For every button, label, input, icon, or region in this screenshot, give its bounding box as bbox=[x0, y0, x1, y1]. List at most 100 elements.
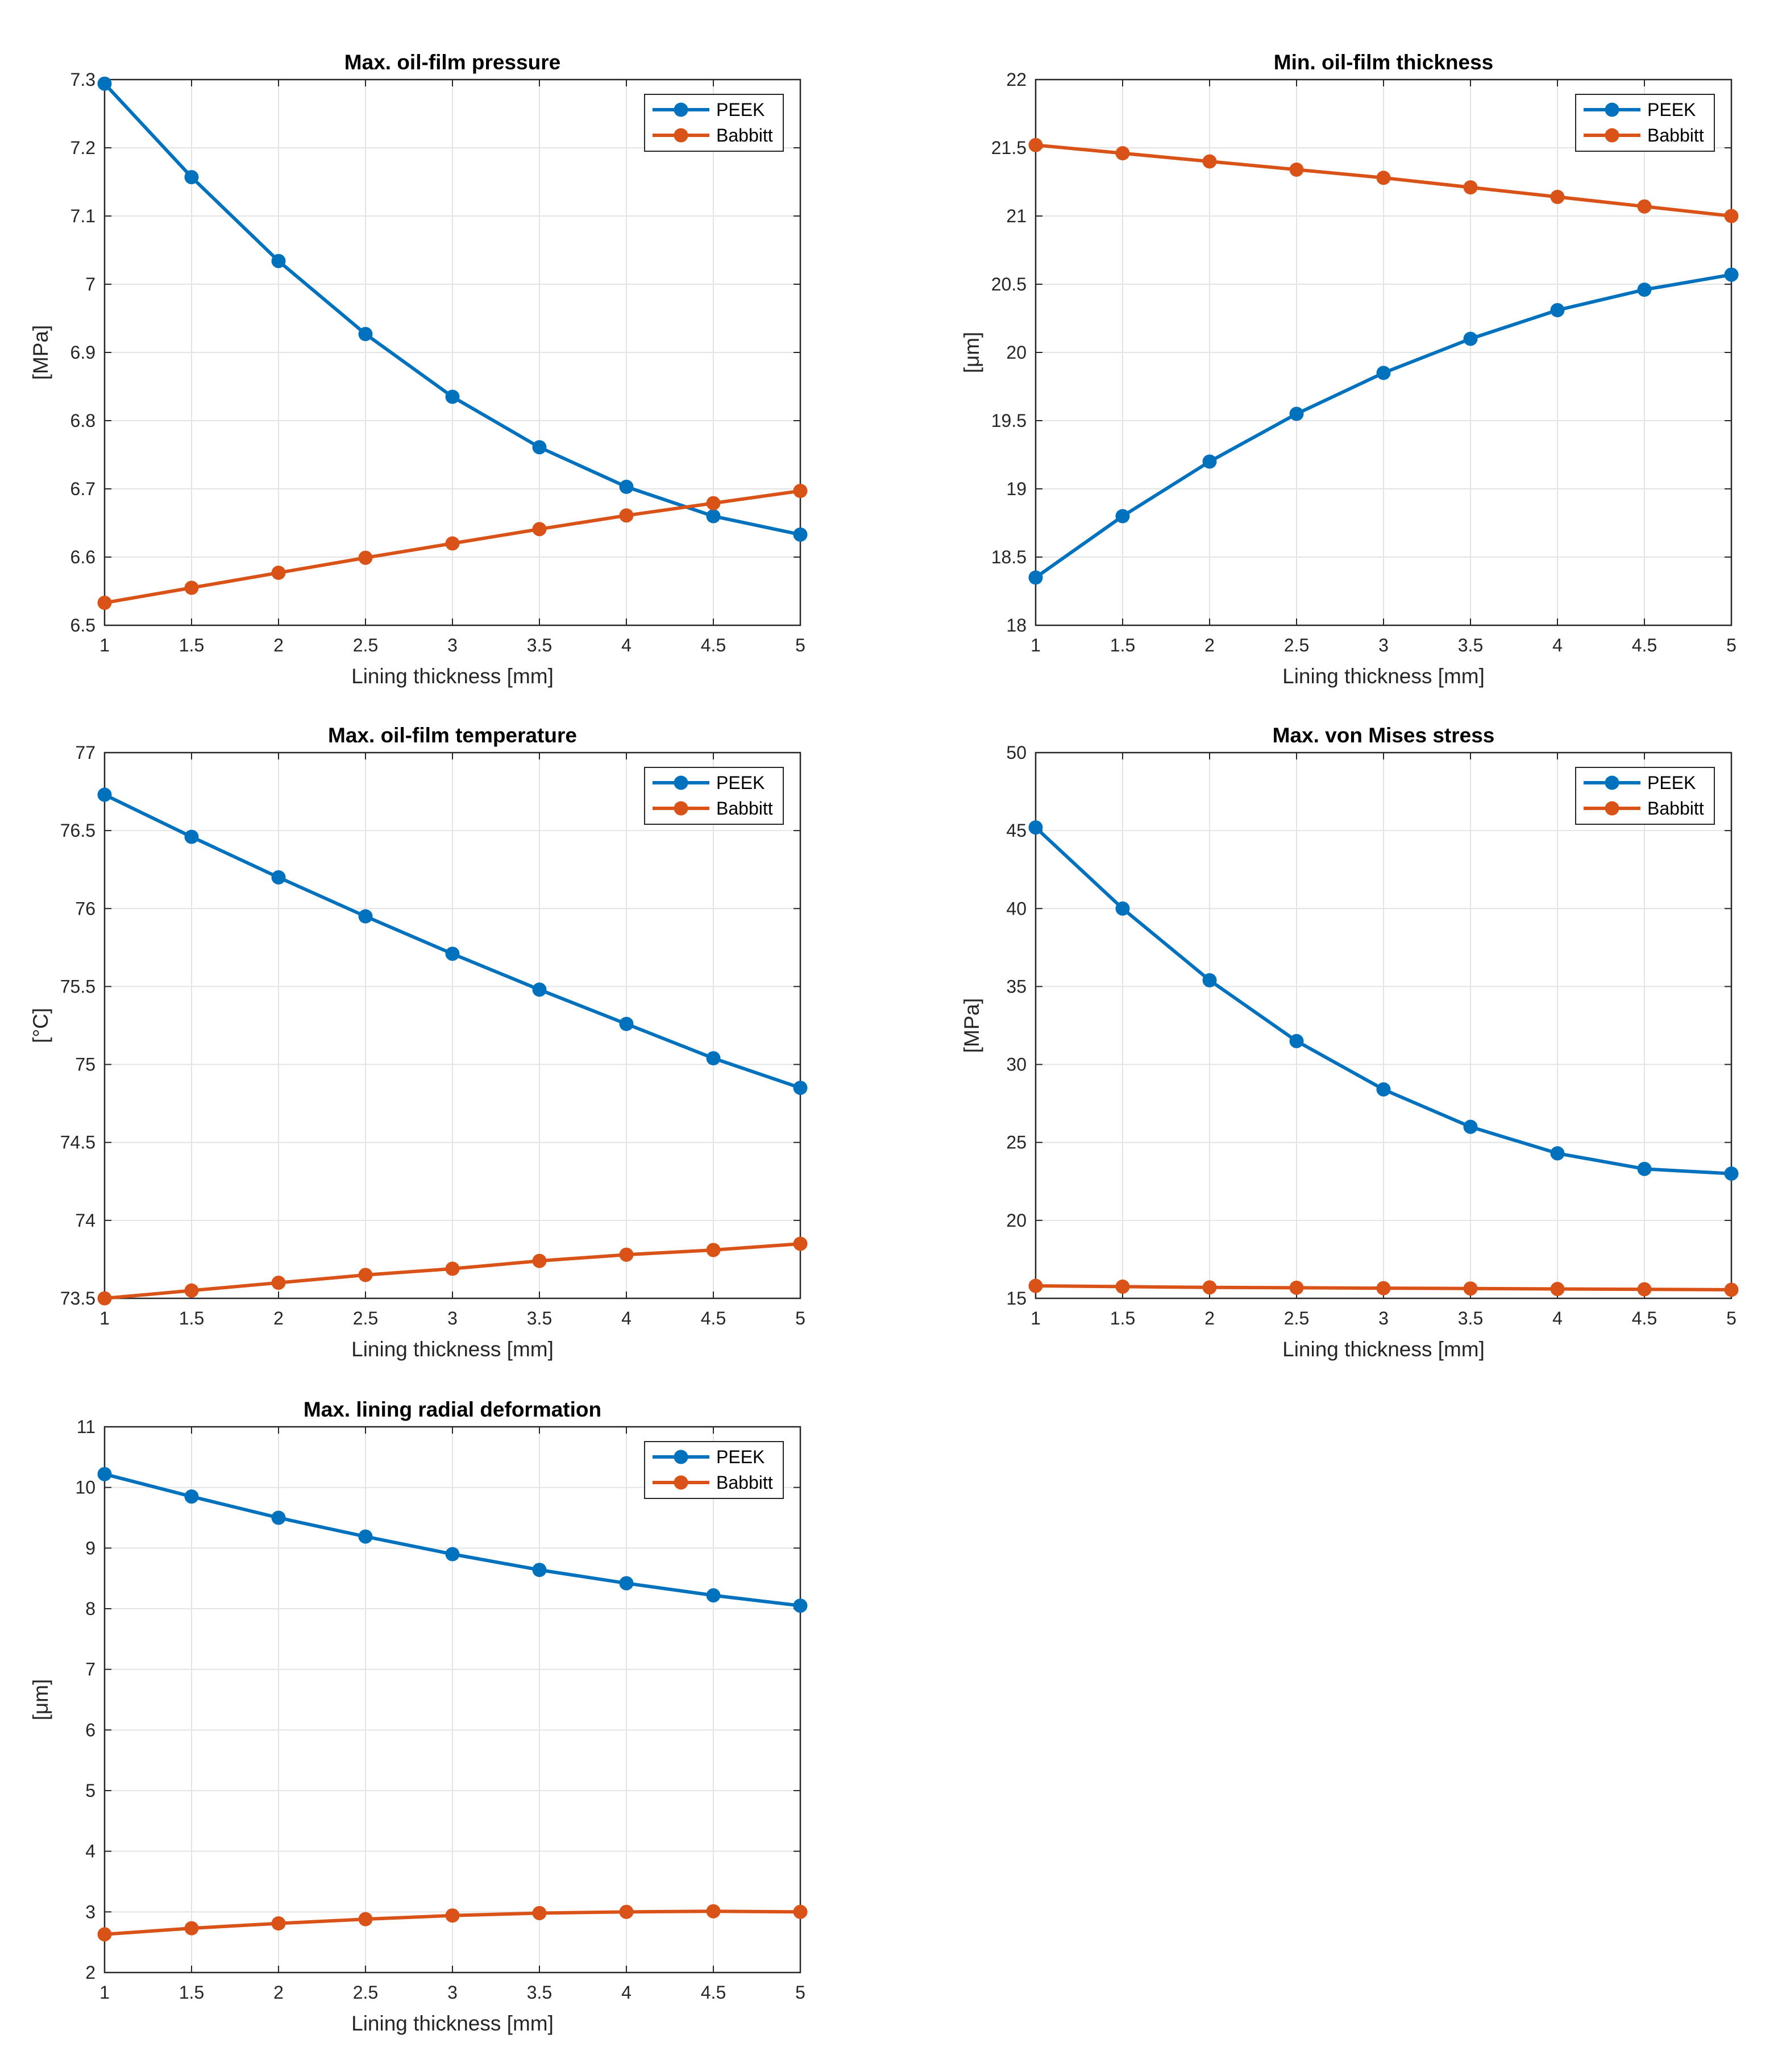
data-point-babbitt bbox=[706, 1243, 721, 1257]
legend-box bbox=[644, 94, 784, 152]
data-point-babbitt bbox=[184, 1921, 199, 1936]
y-tick-label: 22 bbox=[1006, 69, 1027, 90]
data-point-babbitt bbox=[1637, 199, 1652, 214]
data-point-peek bbox=[1115, 901, 1130, 916]
series-babbitt bbox=[97, 1236, 808, 1306]
y-tick-label: 8 bbox=[85, 1598, 95, 1619]
data-point-babbitt bbox=[706, 1904, 721, 1919]
data-point-peek bbox=[97, 787, 112, 802]
x-tick-label: 3.5 bbox=[527, 635, 552, 655]
data-point-peek bbox=[619, 1576, 634, 1591]
data-point-peek bbox=[1637, 283, 1652, 297]
y-tick-label: 7 bbox=[85, 274, 95, 294]
data-point-babbitt bbox=[1115, 146, 1130, 161]
y-tick-label: 4 bbox=[85, 1841, 95, 1862]
data-point-babbitt bbox=[184, 1283, 199, 1298]
legend-marker-babbitt bbox=[674, 801, 688, 816]
legend-label-peek: PEEK bbox=[716, 773, 765, 793]
data-point-peek bbox=[1463, 1119, 1478, 1134]
legend-label-babbitt: Babbitt bbox=[716, 1472, 773, 1493]
chart-title: Min. oil-film thickness bbox=[1274, 51, 1494, 74]
data-point-babbitt bbox=[793, 1236, 808, 1251]
x-tick-label: 4 bbox=[621, 1308, 632, 1328]
x-tick-label: 2.5 bbox=[353, 1308, 378, 1328]
legend-label-babbitt: Babbitt bbox=[716, 798, 773, 819]
data-point-peek bbox=[358, 1529, 373, 1544]
y-axis-label: [MPa] bbox=[29, 325, 52, 380]
y-tick-label: 21 bbox=[1006, 206, 1027, 226]
ticks: 1 1.5 2 2.5 3 3.5 4 4.5 5 73.5 74 74.5 75 75.5 76 76.5 7… bbox=[60, 742, 805, 1328]
y-tick-label: 20 bbox=[1006, 342, 1027, 363]
x-tick-label: 4.5 bbox=[701, 1308, 726, 1328]
x-tick-label: 5 bbox=[795, 635, 805, 655]
x-tick-label: 1.5 bbox=[179, 1308, 204, 1328]
data-point-babbitt bbox=[1724, 1282, 1739, 1297]
chart-title: Max. lining radial deformation bbox=[304, 1398, 601, 1421]
x-tick-label: 2 bbox=[273, 1982, 284, 2003]
data-point-peek bbox=[184, 170, 199, 185]
x-tick-label: 3 bbox=[1378, 635, 1389, 655]
y-tick-label: 40 bbox=[1006, 898, 1027, 919]
legend-marker-babbitt bbox=[674, 1475, 688, 1490]
data-point-babbitt bbox=[358, 550, 373, 565]
data-point-peek bbox=[445, 946, 460, 961]
data-point-peek bbox=[793, 1081, 808, 1095]
x-tick-label: 3.5 bbox=[527, 1982, 552, 2003]
data-point-babbitt bbox=[271, 1916, 286, 1931]
x-tick-label: 1 bbox=[99, 1982, 110, 2003]
x-tick-label: 1 bbox=[99, 635, 110, 655]
y-tick-label: 19.5 bbox=[991, 410, 1027, 431]
x-tick-label: 4 bbox=[1552, 1308, 1563, 1328]
series-babbitt bbox=[97, 484, 808, 610]
y-tick-label: 15 bbox=[1006, 1288, 1027, 1309]
data-point-peek bbox=[1550, 303, 1565, 318]
x-tick-label: 4.5 bbox=[1632, 1308, 1657, 1328]
data-point-peek bbox=[1376, 1082, 1391, 1097]
chart-5: 1 1.5 2 2.5 3 3.5 4 4.5 5 2 3 4 5 6 7 8 9 10 11 Max. lining… bbox=[29, 1398, 808, 2035]
x-tick-label: 3 bbox=[447, 635, 458, 655]
data-point-babbitt bbox=[1637, 1282, 1652, 1297]
x-tick-label: 4 bbox=[1552, 635, 1563, 655]
data-point-babbitt bbox=[445, 1908, 460, 1923]
x-tick-label: 3 bbox=[447, 1308, 458, 1328]
data-point-peek bbox=[706, 509, 721, 524]
legend-box bbox=[1575, 767, 1715, 825]
data-point-babbitt bbox=[445, 536, 460, 551]
y-tick-label: 7.3 bbox=[70, 69, 95, 90]
y-tick-label: 10 bbox=[75, 1477, 95, 1498]
y-tick-label: 18 bbox=[1006, 615, 1027, 636]
ticks: 1 1.5 2 2.5 3 3.5 4 4.5 5 18 18.5 19 19.5 20 20.5 21 21.… bbox=[991, 69, 1737, 655]
y-tick-label: 11 bbox=[77, 1417, 95, 1437]
y-tick-label: 50 bbox=[1006, 742, 1027, 763]
x-tick-label: 4.5 bbox=[701, 1982, 726, 2003]
chart-3: 1 1.5 2 2.5 3 3.5 4 4.5 5 73.5 74 74.5 75 75.5 76 76.5 7… bbox=[29, 724, 808, 1361]
x-tick-label: 2 bbox=[273, 635, 284, 655]
data-point-babbitt bbox=[532, 522, 547, 537]
x-tick-label: 1 bbox=[99, 1308, 110, 1328]
y-tick-label: 6.9 bbox=[70, 342, 95, 363]
x-tick-label: 1 bbox=[1031, 1308, 1041, 1328]
legend-box bbox=[644, 1441, 784, 1499]
data-point-peek bbox=[619, 479, 634, 494]
y-tick-label: 6.6 bbox=[70, 547, 95, 567]
series-peek bbox=[1028, 267, 1739, 585]
y-axis-label: [MPa] bbox=[960, 998, 983, 1053]
data-point-babbitt bbox=[619, 1247, 634, 1262]
data-point-peek bbox=[445, 389, 460, 404]
data-point-peek bbox=[1202, 973, 1217, 987]
x-axis-label: Lining thickness [mm] bbox=[351, 2012, 554, 2035]
legend: PEEK Babbitt bbox=[644, 767, 784, 825]
x-tick-label: 3 bbox=[447, 1982, 458, 2003]
data-point-peek bbox=[1028, 820, 1043, 835]
legend-label-peek: PEEK bbox=[1647, 773, 1696, 793]
legend-marker-peek bbox=[1605, 775, 1619, 790]
chart-1: 1 1.5 2 2.5 3 3.5 4 4.5 5 6.5 6.6 6.7 6.8 6.9 7 7.1 7.2 7… bbox=[29, 51, 808, 688]
ticks: 1 1.5 2 2.5 3 3.5 4 4.5 5 2 3 4 5 6 7 8 9 10 11 bbox=[75, 1417, 805, 2003]
data-point-babbitt bbox=[1289, 162, 1304, 177]
y-tick-label: 18.5 bbox=[991, 547, 1027, 567]
data-point-babbitt bbox=[1724, 209, 1739, 223]
data-point-babbitt bbox=[619, 1904, 634, 1919]
x-tick-label: 5 bbox=[1726, 1308, 1737, 1328]
series-babbitt bbox=[1028, 138, 1739, 223]
x-tick-label: 4.5 bbox=[1632, 635, 1657, 655]
